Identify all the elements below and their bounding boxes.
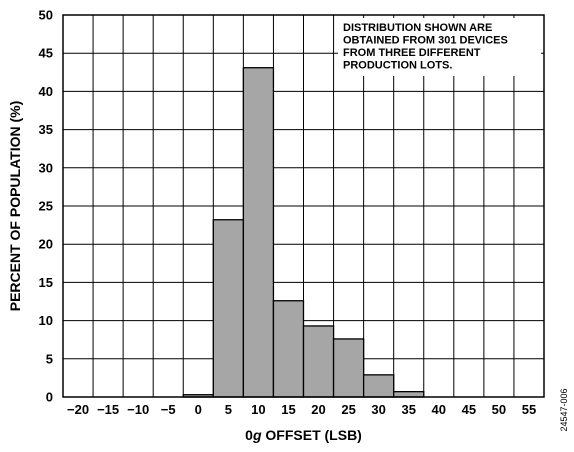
y-tick-label: 45 (39, 46, 53, 61)
histogram-bar (272, 300, 305, 398)
y-tick-label: 50 (39, 8, 53, 23)
x-tick-labels: −20 −15 −10 −5 0 5 10 15 20 25 30 35 40 45 50 55 (67, 402, 536, 417)
x-tick-label: 55 (522, 402, 536, 417)
x-tick-label: 25 (341, 402, 355, 417)
x-tick-label: 35 (401, 402, 415, 417)
x-axis-title-prefix: 0 (245, 427, 253, 443)
y-tick-label: 10 (39, 313, 53, 328)
y-tick-label: 30 (39, 160, 53, 175)
x-axis-title: 0g OFFSET (LSB) (245, 427, 362, 443)
histogram-bar (332, 338, 365, 398)
annotation-background (338, 18, 541, 76)
histogram-bar (242, 67, 275, 398)
x-tick-label: 50 (492, 402, 506, 417)
histogram-bar (393, 391, 425, 398)
x-tick-label: 10 (251, 402, 265, 417)
y-tick-label: 5 (46, 351, 53, 366)
y-tick-labels: 0 5 10 15 20 25 30 35 40 45 50 (39, 8, 53, 405)
x-tick-label: −5 (161, 402, 176, 417)
x-tick-label: 40 (432, 402, 446, 417)
annotation-line: FROM THREE DIFFERENT (343, 47, 481, 59)
x-axis-title-suffix: OFFSET (LSB) (262, 427, 362, 443)
y-tick-label: 35 (39, 122, 53, 137)
x-tick-label: 30 (371, 402, 385, 417)
histogram-bars (182, 67, 425, 398)
histogram-bar (362, 374, 395, 398)
y-tick-label: 15 (39, 275, 53, 290)
plot-frame (62, 14, 545, 398)
y-axis-title: PERCENT OF POPULATION (%) (7, 101, 23, 312)
x-tick-label: −10 (127, 402, 149, 417)
x-tick-label: −15 (97, 402, 119, 417)
x-tick-label: 5 (225, 402, 232, 417)
y-tick-label: 0 (46, 390, 53, 405)
y-tick-label: 25 (39, 199, 53, 214)
annotation-line: DISTRIBUTION SHOWN ARE (343, 22, 492, 34)
annotation-line: PRODUCTION LOTS. (343, 60, 452, 72)
y-tick-label: 20 (39, 237, 53, 252)
y-tick-label: 40 (39, 84, 53, 99)
figure-id: 24547-006 (559, 388, 569, 431)
x-axis-title-italic: g (252, 427, 262, 443)
x-tick-label: 45 (462, 402, 476, 417)
histogram-bar (212, 219, 245, 398)
histogram-bar (302, 325, 335, 398)
x-tick-label: 15 (281, 402, 295, 417)
x-tick-label: 0 (195, 402, 202, 417)
annotation-line: OBTAINED FROM 301 DEVICES (343, 35, 508, 47)
x-tick-label: 20 (311, 402, 325, 417)
x-tick-label: −20 (67, 402, 89, 417)
